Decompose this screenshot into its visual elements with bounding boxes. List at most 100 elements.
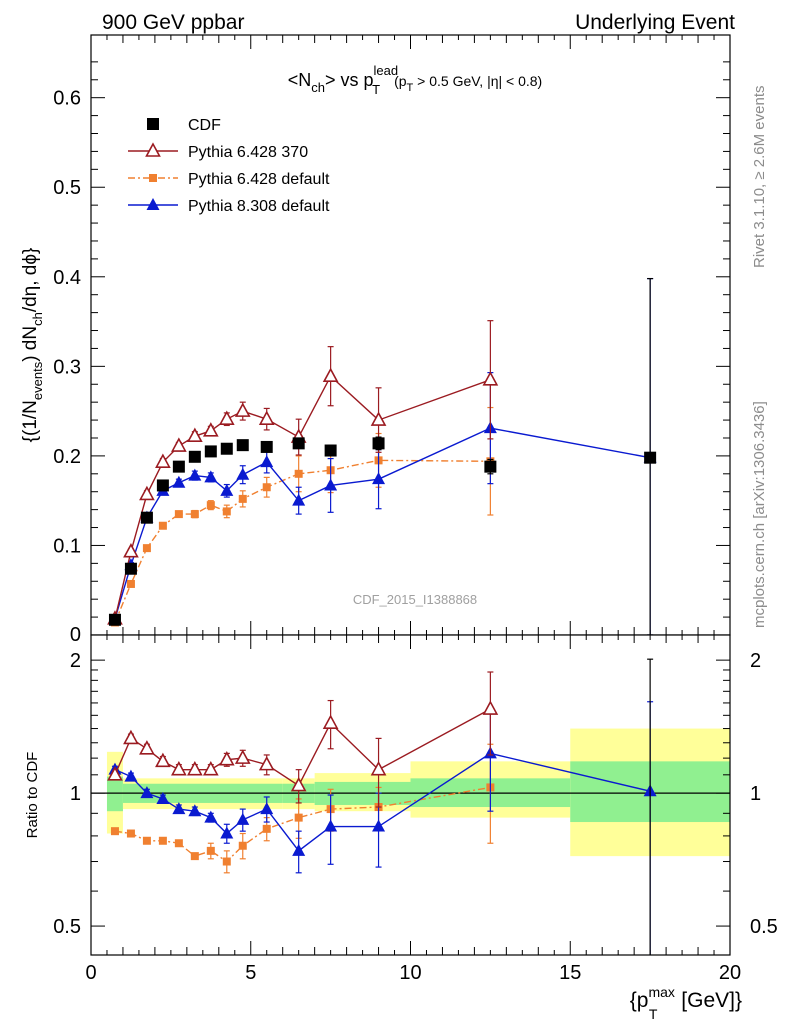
data-point	[172, 460, 185, 473]
ratio-point	[370, 760, 387, 776]
ratio-point	[234, 749, 251, 764]
legend-item-pythia-8-308-default: Pythia 8.308 default	[128, 198, 330, 215]
data-point	[260, 455, 274, 468]
ratio-point	[220, 826, 234, 839]
data-point	[222, 507, 231, 516]
data-point	[142, 544, 151, 553]
ratio-point	[218, 751, 235, 766]
main-panel: CDF_2015_I1388868 0.1 0.2 0.3 0.4 0.5 0.6 0	[53, 34, 731, 646]
legend-label: Pythia 8.308 default	[188, 198, 330, 215]
legend-label: Pythia 6.428 370	[188, 144, 308, 161]
x-tick-label: 5	[245, 962, 256, 984]
ratio-y-tick-label-right: 2	[750, 650, 761, 672]
legend: CDF Pythia 6.428 370 Pythia 6.428 default P…	[128, 117, 330, 215]
y-tick-label: 0.2	[53, 446, 81, 468]
header-left: 900 GeV ppbar	[102, 11, 244, 34]
data-point	[202, 422, 219, 437]
ratio-point	[322, 714, 339, 729]
ratio-y-tick-label-right: 0.5	[750, 916, 778, 938]
ratio-point	[238, 841, 247, 850]
ratio-y-tick-label-right: 1	[750, 783, 761, 805]
data-point	[218, 410, 235, 425]
data-point	[292, 493, 306, 506]
main-title: <Nch> vs plead T(pT > 0.5 GeV, |η| < 0.8)	[288, 63, 542, 97]
mcplots-label: mcplots.cern.ch [arXiv:1306.3436]	[751, 401, 768, 628]
data-point	[370, 411, 387, 426]
data-point	[158, 521, 167, 530]
data-point	[124, 562, 137, 575]
ratio-point	[372, 819, 386, 832]
ratio-y-tick-label: 2	[70, 650, 81, 672]
analysis-watermark: CDF_2015_I1388868	[353, 592, 477, 607]
data-point	[322, 367, 339, 382]
xlabel-sub: T	[649, 1006, 658, 1022]
ratio-point	[124, 769, 138, 782]
ratio-point	[236, 812, 250, 825]
series-line	[114, 375, 491, 620]
ratio-point	[155, 752, 171, 768]
title-sub: T	[372, 82, 380, 97]
ratio-point	[260, 802, 274, 815]
ratio-point	[190, 852, 199, 861]
header-right: Underlying Event	[575, 11, 735, 34]
ratio-point	[110, 827, 119, 836]
data-point	[188, 468, 202, 481]
ratio-series-pythia-6-428-370	[107, 671, 499, 808]
rivet-version-label: Rivet 3.1.10, ≥ 2.6M events	[751, 86, 768, 269]
legend-marker	[146, 198, 160, 210]
legend-label: Pythia 6.428 default	[188, 171, 330, 188]
data-point	[220, 442, 233, 455]
main-plot-area	[91, 35, 730, 635]
title-part: <N	[288, 70, 312, 90]
series-cdf	[108, 277, 657, 636]
y-tick-label: 0.1	[53, 535, 81, 557]
data-point	[174, 510, 183, 519]
data-point	[123, 543, 139, 558]
data-point	[260, 440, 273, 453]
ratio-point	[123, 729, 139, 745]
data-point	[126, 579, 135, 588]
data-point	[204, 445, 217, 458]
legend-item-pythia-6-428-370: Pythia 6.428 370	[128, 142, 308, 161]
legend-label: CDF	[188, 117, 221, 134]
legend-marker	[145, 142, 161, 157]
data-point	[155, 453, 171, 468]
data-point	[236, 467, 250, 480]
legend-item-cdf: CDF	[147, 117, 221, 134]
data-point	[644, 451, 657, 464]
data-point	[156, 479, 169, 492]
data-point	[292, 437, 305, 450]
legend-marker	[147, 118, 159, 130]
ylabel-part: /dη, dϕ}	[20, 248, 41, 313]
main-y-axis-label: {(1/Nevents) dNch/dη, dϕ}	[20, 248, 45, 443]
title-part: > vs p	[325, 70, 374, 90]
ratio-point	[158, 836, 167, 845]
ratio-point	[262, 824, 271, 833]
data-point	[220, 483, 234, 496]
ratio-series-cdf	[647, 658, 654, 955]
ratio-point	[188, 804, 202, 817]
data-point	[139, 485, 155, 501]
ratio-point	[324, 819, 338, 832]
ratio-point	[142, 836, 151, 845]
ratio-point	[171, 760, 187, 776]
data-point	[372, 437, 385, 450]
ratio-series-layer	[107, 658, 657, 955]
ratio-point	[172, 802, 186, 815]
data-point	[171, 437, 187, 452]
data-point	[262, 483, 271, 492]
ylabel-part: {(1/N	[20, 400, 41, 442]
data-point	[482, 371, 499, 386]
data-point	[108, 613, 121, 626]
legend-marker	[149, 174, 157, 182]
data-point	[372, 472, 386, 485]
ratio-point	[156, 791, 170, 804]
data-point	[140, 511, 153, 524]
ratio-point	[139, 740, 155, 755]
ratio-point	[186, 760, 203, 776]
title-cond: (p	[394, 73, 407, 89]
ratio-point	[222, 857, 231, 866]
ratio-point	[202, 760, 219, 776]
ratio-y-tick-label: 0.5	[53, 916, 81, 938]
data-point	[206, 501, 215, 510]
